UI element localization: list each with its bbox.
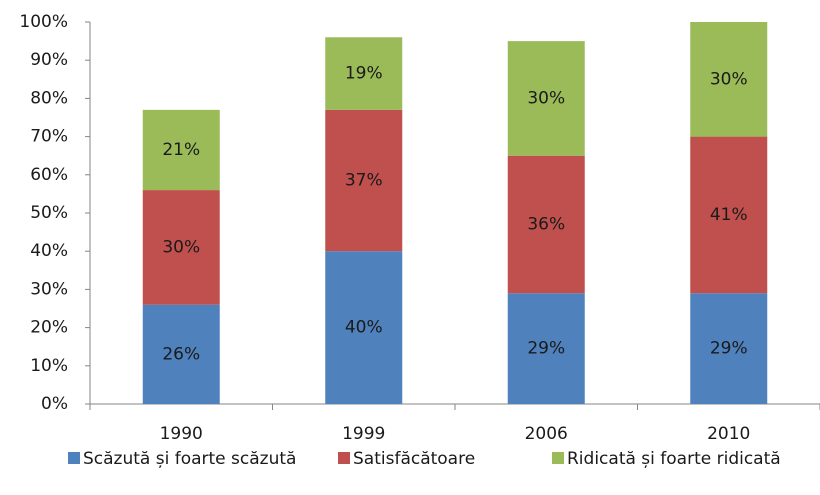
bar-segment: [325, 37, 403, 110]
data-label: 30%: [527, 88, 565, 108]
legend-label: Scăzută și foarte scăzută: [83, 449, 296, 469]
y-tick-label: 20%: [30, 318, 68, 338]
y-tick-label: 50%: [30, 203, 68, 223]
y-tick-label: 30%: [30, 279, 68, 299]
data-label: 30%: [710, 69, 748, 89]
y-tick-label: 60%: [30, 165, 68, 185]
bar-segment: [690, 136, 768, 294]
data-label: 30%: [162, 237, 200, 257]
y-tick-label: 100%: [19, 12, 68, 32]
bar-segment: [690, 293, 768, 404]
data-label: 40%: [345, 318, 383, 338]
legend-swatch: [338, 452, 350, 464]
legend-swatch: [68, 452, 80, 464]
data-label: 29%: [710, 339, 748, 359]
data-label: 36%: [527, 214, 565, 234]
bar-segment: [142, 109, 220, 191]
bar-segment: [142, 304, 220, 404]
y-tick-label: 10%: [30, 356, 68, 376]
legend-label: Satisfăcătoare: [353, 449, 475, 469]
data-label: 21%: [162, 140, 200, 160]
x-tick-label: 2010: [707, 424, 750, 444]
bar-segment: [325, 251, 403, 404]
data-label: 26%: [162, 344, 200, 364]
y-tick-label: 80%: [30, 88, 68, 108]
bar-segment: [507, 293, 585, 404]
x-tick-label: 1999: [342, 424, 385, 444]
x-tick-label: 2006: [525, 424, 568, 444]
y-tick-label: 70%: [30, 127, 68, 147]
x-tick-label: 1990: [160, 424, 203, 444]
data-label: 37%: [345, 171, 383, 191]
data-label: 29%: [527, 339, 565, 359]
y-tick-label: 0%: [41, 394, 68, 414]
bar-segment: [325, 109, 403, 252]
data-label: 41%: [710, 205, 748, 225]
y-tick-label: 40%: [30, 241, 68, 261]
legend-swatch: [552, 452, 564, 464]
bar-segment: [507, 41, 585, 156]
bar-segment: [690, 22, 768, 137]
bar-segment: [142, 190, 220, 305]
data-label: 19%: [345, 64, 383, 84]
y-tick-label: 90%: [30, 50, 68, 70]
legend-label: Ridicată și foarte ridicată: [567, 449, 781, 469]
bar-segment: [507, 155, 585, 294]
